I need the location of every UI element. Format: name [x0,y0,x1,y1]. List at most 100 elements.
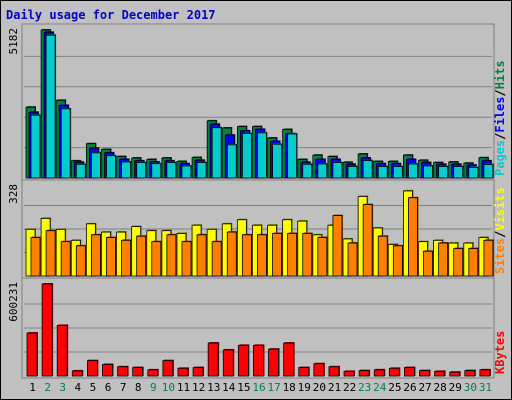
day-label-24: 24 [373,381,387,394]
panel-border [21,277,495,379]
bar-pages-day-7 [121,161,131,179]
bar-kbytes-day-14 [222,349,234,377]
bar-pages-day-29 [453,166,464,179]
day-label-10: 10 [162,381,175,394]
day-label-9: 9 [150,381,157,394]
bar-sites-day-11 [181,241,192,277]
panel-visits-sites: 328 Sites/Visits [7,179,507,279]
day-label-19: 19 [298,381,311,394]
day-label-14: 14 [222,381,236,394]
bar-sites-day-25 [392,245,403,277]
bar-sites-day-16 [257,234,267,277]
bar-sites-day-17 [272,233,282,277]
bar-kbytes-day-24 [373,369,385,377]
legend-item-hits: Hits [493,60,507,89]
bar-pages-day-16 [257,132,267,179]
bar-sites-day-14 [226,231,237,277]
day-label-21: 21 [328,381,341,394]
bar-kbytes-day-25 [388,367,400,377]
bar-pages-day-27 [423,165,433,179]
bar-kbytes-day-2 [41,283,53,377]
day-label-31: 31 [479,381,492,394]
bar-kbytes-day-19 [298,367,310,377]
bar-sites-day-29 [453,248,464,277]
y-max-label: 5182 [7,28,20,55]
bar-pages-day-1 [30,114,41,179]
bar-pages-day-4 [75,163,86,179]
day-label-2: 2 [44,381,51,394]
bar-pages-day-15 [241,133,252,179]
bar-pages-day-3 [60,108,71,179]
bar-pages-day-23 [362,160,373,179]
bar-sites-day-4 [75,245,86,277]
day-label-11: 11 [177,381,190,394]
day-label-20: 20 [313,381,326,394]
day-label-4: 4 [75,381,82,394]
bar-kbytes-day-28 [434,371,446,377]
bar-sites-day-15 [241,234,252,277]
bar-kbytes-day-30 [464,370,476,377]
day-label-28: 28 [434,381,447,394]
day-label-18: 18 [283,381,296,394]
day-label-25: 25 [388,381,401,394]
legend-item-sites: Sites [493,238,507,274]
bar-kbytes-day-5 [86,360,98,377]
bar-sites-day-24 [377,235,388,277]
bar-kbytes-day-7 [117,366,128,377]
bar-pages-day-31 [483,164,494,179]
bar-pages-day-2 [45,34,56,179]
bar-pages-day-11 [181,165,192,179]
bar-pages-day-22 [347,166,358,179]
bar-pages-day-8 [136,162,147,179]
bar-pages-day-26 [408,163,418,179]
bar-pages-day-9 [151,163,162,179]
bar-kbytes-day-18 [283,342,295,377]
bar-sites-day-1 [30,237,41,277]
bar-sites-day-18 [287,233,298,277]
bar-pages-day-6 [106,155,116,179]
legend-visits-sites: Sites/Visits [493,187,507,274]
bar-sites-day-28 [438,242,449,277]
bar-sites-day-6 [106,237,116,277]
bar-kbytes-day-13 [207,342,219,377]
bar-sites-day-30 [468,248,479,277]
bar-sites-day-22 [347,242,358,277]
bar-kbytes-day-10 [162,360,174,377]
bar-kbytes-day-6 [102,364,113,377]
bar-kbytes-day-16 [253,344,264,377]
bar-kbytes-day-26 [404,367,415,377]
bar-sites-day-20 [317,237,328,277]
bar-sites-day-8 [136,235,147,277]
day-label-7: 7 [120,381,127,394]
legend-separator: / [493,89,507,96]
day-label-30: 30 [464,381,477,394]
bar-sites-day-13 [211,241,222,277]
bar-kbytes-day-31 [479,369,491,377]
bar-sites-day-26 [408,197,418,277]
bar-sites-day-9 [151,241,162,277]
day-label-26: 26 [403,381,416,394]
day-label-17: 17 [267,381,280,394]
y-max-label: 328 [7,184,20,204]
panel-hits-files-pages: 5182 Pages/Files/Hits [7,23,507,181]
legend-separator: / [493,231,507,238]
day-axis-labels: 1 2 3 4 5 6 7 8 9 10 11 12 13 14 15 16 17 18 19 20 21 22 23 24 2… [29,381,492,394]
bar-kbytes-day-21 [328,366,340,377]
bar-kbytes-day-9 [147,369,159,377]
legend-separator: / [493,133,507,140]
day-label-8: 8 [135,381,142,394]
day-label-23: 23 [358,381,371,394]
bar-pages-day-20 [317,163,328,179]
day-label-27: 27 [418,381,431,394]
y-max-label: 600231 [7,282,20,322]
bar-kbytes-day-17 [268,348,279,377]
bar-kbytes-day-22 [343,371,355,377]
day-label-16: 16 [252,381,265,394]
day-label-22: 22 [343,381,356,394]
bar-sites-day-2 [45,230,56,277]
bar-sites-day-23 [362,204,373,277]
bar-pages-day-12 [196,162,207,179]
day-label-1: 1 [29,381,36,394]
legend-hits-files-pages: Pages/Files/Hits [493,60,507,176]
